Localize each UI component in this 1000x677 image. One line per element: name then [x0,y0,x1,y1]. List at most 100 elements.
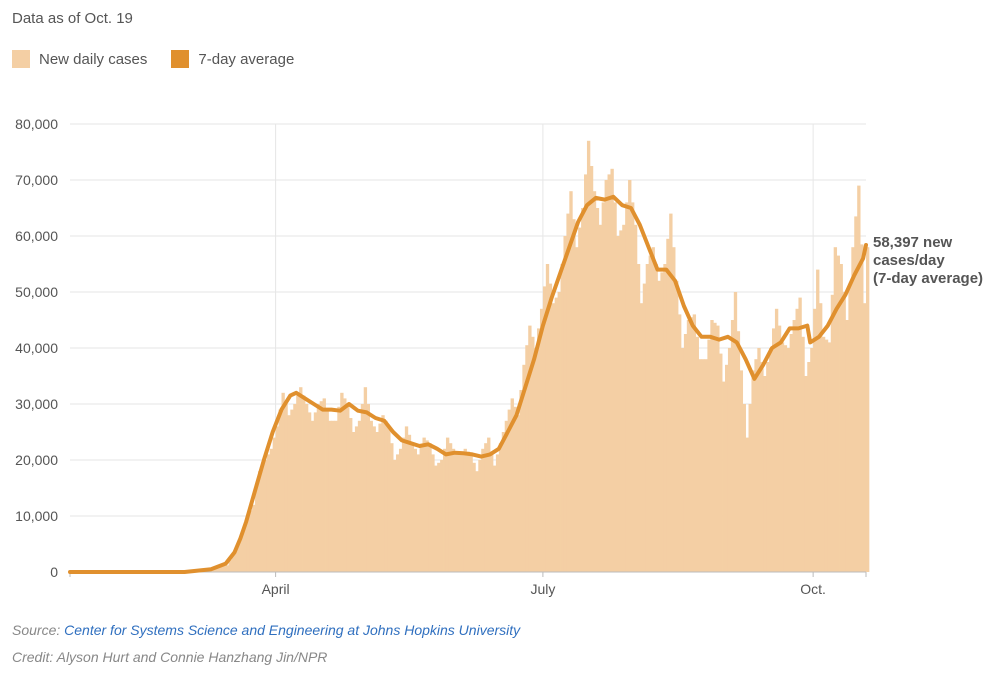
daily-cases-bar [366,404,371,572]
daily-cases-bar [228,560,232,572]
daily-cases-bar [381,415,385,572]
daily-cases-bar [745,437,749,572]
daily-cases-bar [343,398,347,572]
daily-cases-bar [760,362,764,572]
daily-cases-bar [216,567,221,572]
daily-cases-bar [675,280,679,572]
daily-cases-bar [698,359,702,572]
daily-cases-bar [839,264,843,572]
daily-cases-bar [857,185,861,572]
daily-cases-bar [354,426,359,572]
x-tick-label: April [262,581,290,597]
daily-cases-bar [833,247,838,572]
daily-cases-bar [821,336,826,572]
daily-cases-bar [836,255,840,572]
daily-cases-bar [445,437,450,572]
daily-cases-bar [448,443,453,572]
daily-cases-bar [269,448,274,572]
daily-cases-bar [310,420,315,572]
daily-cases-bar [302,395,306,572]
annotation-line-2: cases/day [873,252,945,269]
daily-cases-bar [801,336,805,572]
daily-cases-bar [307,412,312,572]
daily-cases-bar [639,303,644,572]
source-label: Source: [12,622,65,638]
daily-cases-bar [404,426,409,572]
daily-cases-bar [513,406,517,572]
daily-cases-bar [619,230,623,572]
daily-cases-bar [686,320,691,572]
legend-item-new-daily-cases: New daily cases [12,50,147,68]
daily-cases-bar [255,488,259,572]
daily-cases-bar [628,180,632,572]
daily-cases-bar [507,409,511,572]
credit-note: Credit: Alyson Hurt and Connie Hanzhang … [12,649,328,665]
daily-cases-bar [266,454,271,572]
daily-cases-bar [428,443,432,572]
daily-cases-bar [272,437,277,572]
daily-cases-bar [601,202,605,572]
daily-cases-bar [730,320,735,572]
daily-cases-bar [701,359,705,572]
daily-cases-bar [416,454,420,572]
daily-cases-bar [387,426,391,572]
daily-cases-bar [804,376,808,572]
daily-cases-bar [692,314,697,572]
daily-cases-bar [727,348,732,572]
daily-cases-bar [443,448,447,572]
annotation-line-3: (7-day average) [873,270,984,287]
daily-cases-bar [719,353,723,572]
daily-cases-bar [287,415,291,572]
daily-cases-bar [604,180,608,572]
y-tick-label: 0 [50,564,58,580]
daily-cases-bar [595,208,600,572]
seven-day-average-line [68,194,868,574]
daily-cases-bar [440,460,444,572]
daily-cases-bar [260,465,265,572]
daily-cases-bar [616,236,620,572]
daily-cases-bar [539,308,544,572]
daily-cases-bar [751,370,755,572]
daily-cases-bar [363,387,368,572]
daily-cases-bar [504,420,509,572]
daily-cases-bar [281,392,285,572]
daily-cases-bar [736,331,741,572]
source-link[interactable]: Center for Systems Science and Engineeri… [64,622,521,638]
y-tick-label: 50,000 [15,284,58,300]
daily-cases-bar [610,168,614,573]
x-tick-label: Oct. [800,581,826,597]
daily-cases-bar [598,224,603,573]
daily-cases-bar [460,451,464,572]
daily-cases-bar [498,443,503,572]
daily-cases-bar [845,320,849,572]
daily-cases-bar [478,460,482,572]
daily-cases-bar [325,409,329,572]
daily-cases-bar [713,322,717,572]
daily-cases-bar [316,404,321,572]
daily-cases-bar [566,213,570,572]
y-tick-label: 70,000 [15,172,58,188]
daily-cases-bar [854,216,858,572]
daily-cases-bar [246,516,250,572]
daily-cases-bar [772,328,776,572]
daily-cases-bar [648,255,652,572]
daily-cases-bar [625,202,629,572]
daily-cases-bar [410,443,415,572]
daily-cases-bar [780,342,785,572]
daily-cases-bar [613,202,617,572]
legend-swatch-7-day-average [171,50,190,68]
daily-cases-bar [554,297,558,572]
y-tick-label: 20,000 [15,452,58,468]
daily-cases-bar [631,202,635,572]
daily-cases-bar [827,342,832,572]
daily-cases-bar [769,348,773,572]
daily-cases-bar [525,345,529,572]
daily-cases-bar [704,359,708,572]
daily-cases-bar [290,409,294,572]
daily-cases-bar [501,432,506,572]
daily-cases-bar [622,224,626,573]
daily-cases-bar [666,238,670,573]
daily-cases-bar [454,451,459,572]
daily-cases-bar [249,510,253,572]
